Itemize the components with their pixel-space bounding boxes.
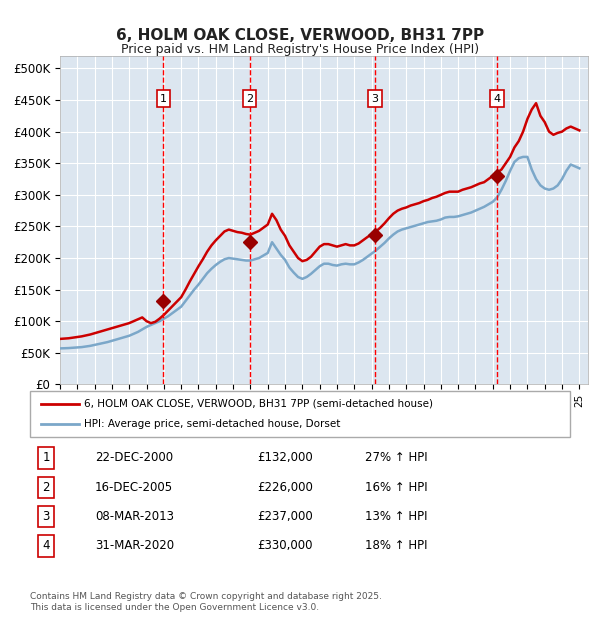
Text: 4: 4 [494, 94, 500, 104]
Text: 1: 1 [160, 94, 167, 104]
Text: 18% ↑ HPI: 18% ↑ HPI [365, 539, 427, 552]
Text: 3: 3 [43, 510, 50, 523]
FancyBboxPatch shape [30, 391, 570, 437]
Text: 2: 2 [43, 480, 50, 494]
Text: 16-DEC-2005: 16-DEC-2005 [95, 480, 173, 494]
Text: 13% ↑ HPI: 13% ↑ HPI [365, 510, 427, 523]
Text: 6, HOLM OAK CLOSE, VERWOOD, BH31 7PP (semi-detached house): 6, HOLM OAK CLOSE, VERWOOD, BH31 7PP (se… [84, 399, 433, 409]
Text: 22-DEC-2000: 22-DEC-2000 [95, 451, 173, 464]
Text: £237,000: £237,000 [257, 510, 313, 523]
Text: £226,000: £226,000 [257, 480, 313, 494]
Text: 2: 2 [246, 94, 253, 104]
Text: 4: 4 [43, 539, 50, 552]
Text: £330,000: £330,000 [257, 539, 312, 552]
Text: HPI: Average price, semi-detached house, Dorset: HPI: Average price, semi-detached house,… [84, 419, 340, 429]
Text: 08-MAR-2013: 08-MAR-2013 [95, 510, 174, 523]
Text: Price paid vs. HM Land Registry's House Price Index (HPI): Price paid vs. HM Land Registry's House … [121, 43, 479, 56]
Text: £132,000: £132,000 [257, 451, 313, 464]
Text: 16% ↑ HPI: 16% ↑ HPI [365, 480, 427, 494]
Text: Contains HM Land Registry data © Crown copyright and database right 2025.
This d: Contains HM Land Registry data © Crown c… [30, 592, 382, 611]
Text: 31-MAR-2020: 31-MAR-2020 [95, 539, 174, 552]
Text: 3: 3 [371, 94, 378, 104]
Text: 1: 1 [43, 451, 50, 464]
Text: 6, HOLM OAK CLOSE, VERWOOD, BH31 7PP: 6, HOLM OAK CLOSE, VERWOOD, BH31 7PP [116, 28, 484, 43]
Text: 27% ↑ HPI: 27% ↑ HPI [365, 451, 427, 464]
